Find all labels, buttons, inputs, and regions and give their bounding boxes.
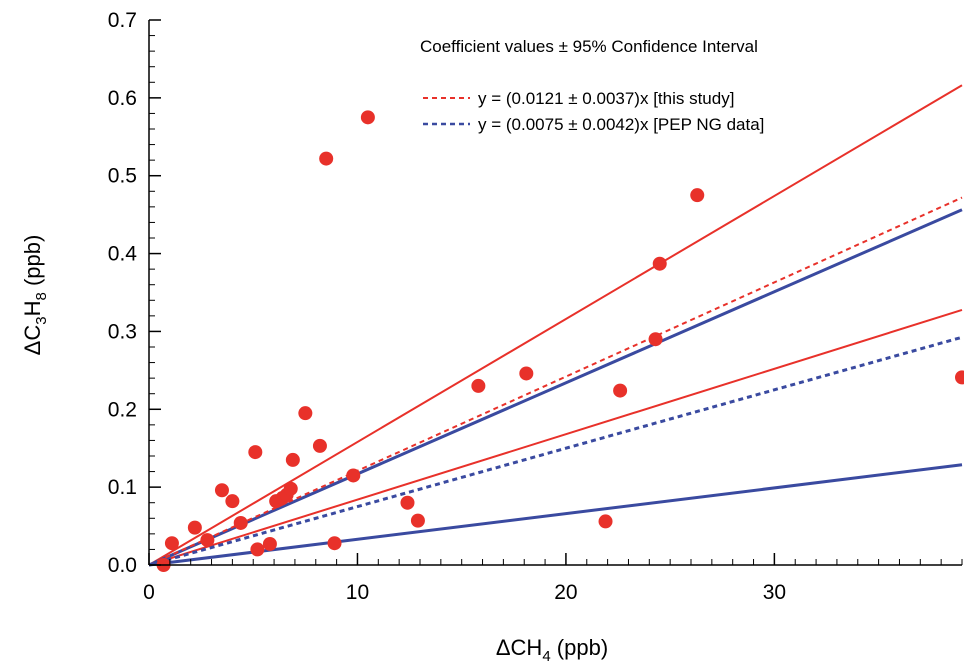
axes	[148, 20, 962, 566]
ci-bound-line-0-0	[148, 84, 963, 566]
data-point	[327, 536, 342, 551]
confidence-bound-lines	[148, 84, 963, 567]
data-point	[298, 406, 313, 421]
data-point	[410, 513, 425, 528]
data-point	[250, 542, 265, 557]
data-point	[346, 468, 361, 483]
data-point	[283, 481, 298, 496]
ci-bound-line-0-1	[148, 308, 963, 566]
data-point	[471, 378, 486, 393]
x-tick-label: 0	[143, 581, 155, 604]
data-points	[156, 110, 964, 572]
data-point	[652, 256, 667, 271]
legend-label-pep-ng: y = (0.0075 ± 0.0042)x [PEP NG data]	[478, 115, 764, 134]
data-point	[233, 515, 248, 530]
legend-title: Coefficient values ± 95% Confidence Inte…	[420, 37, 758, 56]
data-point	[248, 445, 263, 460]
x-tick-label: 10	[346, 581, 369, 604]
fit-lines	[148, 196, 963, 567]
data-point	[613, 383, 628, 398]
y-tick-label: 0.7	[108, 9, 137, 32]
y-tick-label: 0.4	[108, 243, 138, 266]
data-point	[319, 151, 334, 166]
data-point	[360, 110, 375, 125]
data-point	[285, 452, 300, 467]
x-axis-label: ΔCH4 (ppb)	[496, 635, 608, 661]
ci-bound-line-1-0	[148, 208, 963, 567]
legend: Coefficient values ± 95% Confidence Inte…	[420, 37, 764, 134]
y-tick-label: 0.1	[108, 476, 137, 499]
ci-bound-line-1-1	[148, 463, 963, 567]
y-tick-label: 0.5	[108, 165, 137, 188]
x-tick-label: 20	[554, 581, 577, 604]
y-tick-label: 0.3	[108, 320, 137, 343]
data-point	[187, 520, 202, 535]
data-point	[598, 514, 613, 529]
ticks: 0 10 20 30 0.0 0.1 0.2 0.3 0.4 0.5 0.6 0.7	[108, 9, 963, 604]
y-tick-label: 0.6	[108, 87, 137, 110]
y-tick-label: 0.2	[108, 398, 137, 421]
y-axis-label: ΔC3H8 (ppb)	[20, 235, 50, 356]
data-point	[400, 495, 415, 510]
legend-label-this-study: y = (0.0121 ± 0.0037)x [this study]	[478, 89, 734, 108]
data-point	[648, 332, 663, 347]
data-point	[214, 483, 229, 498]
x-tick-label: 30	[763, 581, 786, 604]
data-point	[262, 536, 277, 551]
data-point	[690, 188, 705, 203]
data-point	[312, 438, 327, 453]
data-point	[200, 533, 215, 548]
data-point	[955, 370, 964, 385]
data-point	[519, 366, 534, 381]
fit-line-0	[148, 196, 963, 566]
y-tick-label: 0.0	[108, 554, 137, 577]
data-point	[225, 494, 240, 509]
data-point	[164, 536, 179, 551]
fit-line-1	[148, 335, 963, 567]
